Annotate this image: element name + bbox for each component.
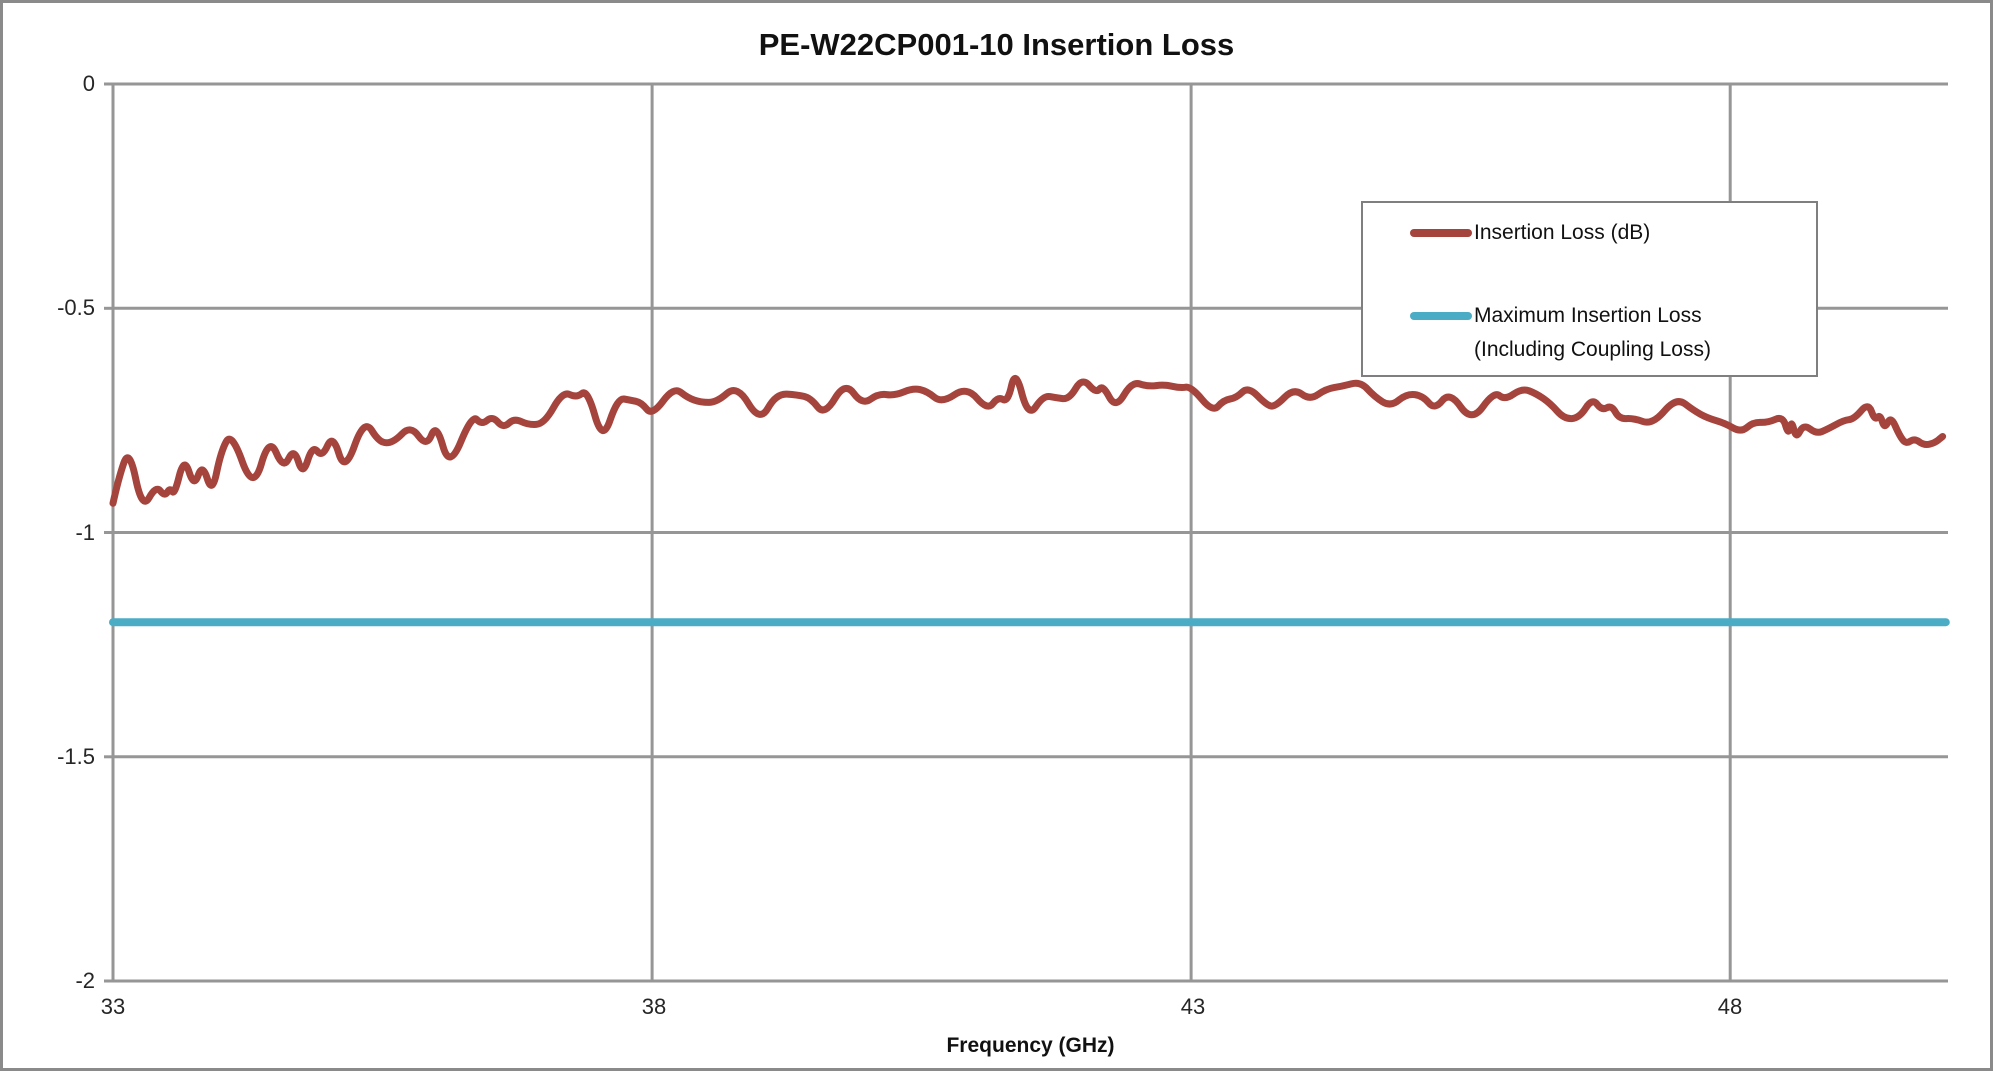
legend-label-line: Insertion Loss (dB)	[1474, 221, 1651, 244]
y-tick-label-0: 0	[82, 71, 95, 96]
y-tick-label-05: -0.5	[57, 295, 95, 320]
x-tick-label-48: 48	[1717, 994, 1743, 1019]
x-axis-title: Frequency (GHz)	[946, 1034, 1115, 1057]
legend-label-line: (Including Coupling Loss)	[1474, 338, 1711, 361]
legend-entry-max-insertion-loss: Maximum Insertion Loss (Including Coupli…	[1410, 299, 1806, 367]
y-tick-label-1: -1	[75, 520, 95, 545]
legend-entry-insertion-loss: Insertion Loss (dB)	[1410, 216, 1806, 250]
x-tick-label-43: 43	[1180, 994, 1206, 1019]
plot-area	[104, 82, 1950, 983]
x-tick-label-33: 33	[100, 994, 126, 1019]
x-tick-label-38: 38	[641, 994, 667, 1019]
series-line-insertion-loss	[109, 374, 1947, 507]
y-tick-label-15: -1.5	[57, 744, 95, 769]
legend-label-line: Maximum Insertion Loss	[1474, 304, 1702, 327]
y-tick-label-2: -2	[75, 968, 95, 993]
legend-label-insertion-loss: Insertion Loss (dB)	[1474, 216, 1650, 250]
insertion-loss-line-swatch	[1410, 229, 1472, 237]
chart-title: PE-W22CP001-10 Insertion Loss	[758, 27, 1235, 62]
legend-label-max-insertion-loss: Maximum Insertion Loss (Including Coupli…	[1474, 299, 1711, 367]
max-insertion-loss-line-swatch	[1410, 312, 1472, 320]
legend: Insertion Loss (dB) Maximum Insertion Lo…	[1361, 201, 1818, 377]
